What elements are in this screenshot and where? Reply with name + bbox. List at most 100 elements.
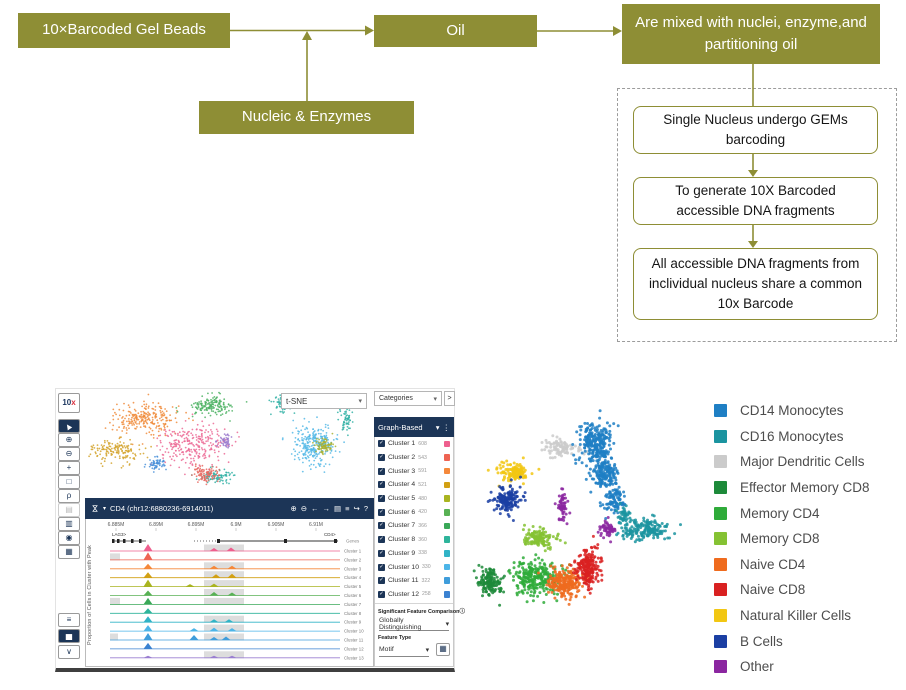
legend-color-swatch	[714, 583, 727, 597]
cluster-name: Cluster 1	[388, 440, 416, 448]
forward-icon[interactable]: →	[322, 504, 331, 513]
significant-comparison-select[interactable]: Globally Distinguishing ▾	[379, 617, 449, 632]
chart-view-button[interactable]: ▅	[58, 629, 80, 643]
zoom-out-tool-icon[interactable]: ⊖	[58, 447, 80, 461]
annotation-tool-icon[interactable]: ▤	[58, 503, 80, 517]
cluster-row[interactable]: ✓ Cluster 5 480	[375, 492, 453, 506]
cluster-row[interactable]: ✓ Cluster 1 608	[375, 437, 453, 451]
svg-text:6.885M: 6.885M	[108, 522, 125, 528]
checkbox-checked-icon[interactable]: ✓	[378, 577, 385, 585]
chevron-down-icon[interactable]: ▾	[103, 506, 107, 512]
projection-select[interactable]: t-SNE ▾	[281, 393, 367, 409]
cluster-color-swatch	[443, 509, 450, 516]
cluster-name: Cluster 6	[388, 508, 416, 516]
cluster-row[interactable]: ✓ Cluster 6 420	[375, 505, 453, 519]
svg-text:6.91M: 6.91M	[309, 522, 323, 528]
chevron-down-icon[interactable]: ▾	[435, 422, 440, 432]
checkbox-checked-icon[interactable]: ✓	[378, 481, 385, 489]
cluster-color-swatch	[443, 536, 450, 543]
cluster-count: 330	[421, 564, 431, 571]
collapse-toolbar-button[interactable]: ∨	[58, 645, 80, 659]
zoom-in-tool-icon[interactable]: ⊕	[58, 433, 80, 447]
cluster-color-swatch	[443, 550, 450, 557]
filter-icon[interactable]: ⋈	[90, 504, 100, 513]
menu-icon[interactable]: ≡	[345, 504, 350, 513]
cluster-name: Cluster 7	[388, 522, 416, 530]
cluster-row[interactable]: ✓ Cluster 9 338	[375, 547, 453, 561]
panel-collapse-button[interactable]: >	[444, 391, 455, 406]
help-icon[interactable]: ?	[363, 504, 368, 513]
grid-tool-icon[interactable]: ▦	[58, 545, 80, 559]
pointer-tool-icon[interactable]: ▶	[58, 419, 80, 433]
feature-type-select[interactable]: Motif ▾	[379, 643, 429, 658]
track-locus-title: CD4 (chr12:6880236-6914011)	[110, 504, 214, 513]
checkbox-checked-icon[interactable]: ✓	[378, 467, 385, 475]
checkbox-checked-icon[interactable]: ✓	[378, 508, 385, 516]
cluster-row[interactable]: ✓ Cluster 8 360	[375, 533, 453, 547]
track-y-axis-label: Proportion of Cells in Cluster with Peak	[87, 545, 93, 645]
cluster-row[interactable]: ✓ Cluster 12 258	[375, 588, 453, 602]
checkbox-checked-icon[interactable]: ✓	[378, 563, 385, 571]
chevron-down-icon: ▾	[425, 646, 429, 654]
folder-icon[interactable]: ▤	[334, 504, 342, 513]
cluster-count: 360	[418, 536, 427, 543]
lasso-tool-icon[interactable]: ρ	[58, 489, 80, 503]
checkbox-checked-icon[interactable]: ✓	[378, 590, 385, 598]
cluster-name: Cluster 5	[388, 495, 416, 503]
cluster-name: Cluster 10	[388, 563, 419, 571]
share-icon[interactable]: ↪	[353, 504, 360, 513]
cluster-color-swatch	[443, 454, 450, 461]
crosshair-tool-icon[interactable]: +	[58, 461, 80, 475]
legend-color-swatch	[714, 660, 727, 674]
cluster-count: 338	[418, 550, 427, 557]
graph-based-header[interactable]: Graph-Based ▾ ⋮	[374, 417, 454, 437]
legend-color-swatch	[714, 609, 727, 623]
track-zoom-out-icon[interactable]: ⊖	[300, 504, 308, 513]
cluster-color-swatch	[443, 577, 450, 584]
cluster-row[interactable]: ✓ Cluster 2 543	[375, 451, 453, 465]
cluster-count: 420	[418, 509, 427, 516]
svg-text:Cluster 1: Cluster 1	[344, 549, 362, 554]
checkbox-checked-icon[interactable]: ✓	[378, 549, 385, 557]
cluster-row[interactable]: ✓ Cluster 3 591	[375, 464, 453, 478]
oil-box: Oil	[374, 15, 537, 47]
list-view-button[interactable]: ≡	[58, 613, 80, 627]
back-icon[interactable]: ←	[311, 504, 319, 513]
svg-text:Cluster 7: Cluster 7	[344, 602, 362, 607]
cluster-color-swatch	[443, 563, 450, 571]
cluster-color-swatch	[443, 522, 450, 530]
loupe-logo[interactable]: 10 x	[58, 393, 80, 413]
svg-text:Cluster 2: Cluster 2	[344, 557, 362, 562]
legend-item: Other	[714, 654, 904, 680]
graph-based-label: Graph-Based	[378, 422, 423, 432]
legend-color-swatch	[714, 404, 727, 418]
legend-label: Natural Killer Cells	[740, 608, 852, 624]
snapshot-tool-icon[interactable]: ◉	[58, 531, 80, 545]
track-zoom-in-icon[interactable]: ⊕	[290, 504, 297, 513]
categories-select[interactable]: Categories ▾	[374, 391, 442, 406]
svg-text:Genes: Genes	[346, 539, 360, 544]
checkbox-checked-icon[interactable]: ✓	[378, 440, 385, 448]
chevron-down-icon: ▾	[445, 620, 449, 628]
cluster-row[interactable]: ✓ Cluster 10 330	[375, 560, 453, 574]
legend-color-swatch	[714, 532, 727, 546]
cluster-count: 322	[421, 577, 431, 584]
loupe-tsne-plot[interactable]	[76, 391, 372, 497]
checkbox-checked-icon[interactable]: ✓	[378, 454, 385, 462]
cluster-row[interactable]: ✓ Cluster 7 366	[375, 519, 453, 533]
rect-select-tool-icon[interactable]: □	[58, 475, 80, 489]
checkbox-checked-icon[interactable]: ✓	[378, 522, 385, 530]
folder-tool-icon[interactable]: ▥	[58, 517, 80, 531]
track-body[interactable]: 6.885M 6.89M 6.895M 6.9M 6.905M 6.91M LAG3> CD4…	[85, 519, 374, 667]
cluster-count: 366	[418, 522, 427, 529]
svg-text:6.905M: 6.905M	[268, 522, 285, 528]
cluster-row[interactable]: ✓ Cluster 4 521	[375, 478, 453, 492]
kebab-menu-icon[interactable]: ⋮	[442, 422, 451, 432]
checkbox-checked-icon[interactable]: ✓	[378, 536, 385, 544]
step-2-label: To generate 10X Barcoded accessible DNA …	[675, 182, 836, 218]
step-1-label: Single Nucleus undergo GEMs barcoding	[663, 111, 848, 147]
calculate-button[interactable]: ▦	[436, 642, 450, 656]
checkbox-checked-icon[interactable]: ✓	[378, 495, 385, 503]
legend-label: Naive CD8	[740, 582, 806, 598]
cluster-row[interactable]: ✓ Cluster 11 322	[375, 574, 453, 588]
